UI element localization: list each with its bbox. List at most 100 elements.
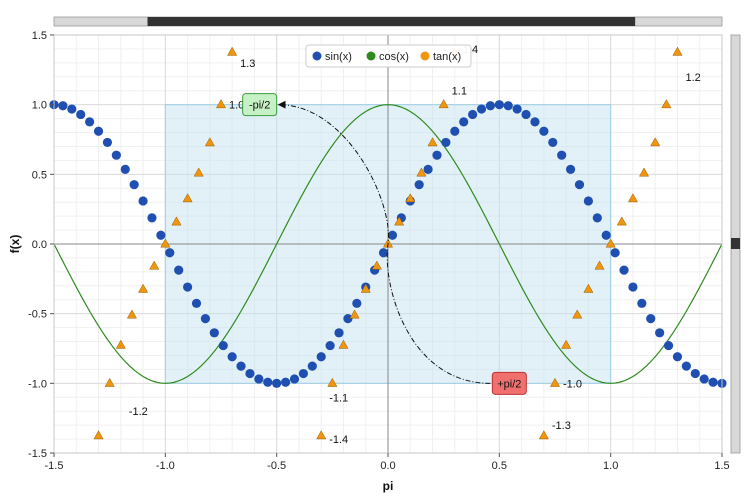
sin-point — [129, 180, 139, 190]
sin-point — [263, 377, 273, 387]
sin-point — [156, 230, 166, 240]
sin-point — [450, 126, 460, 136]
sin-point — [387, 230, 398, 240]
sin-point — [459, 117, 469, 127]
y-tick-label: -1.5 — [28, 448, 47, 460]
sin-point — [138, 196, 148, 206]
y-tick-label: 1.5 — [32, 30, 47, 42]
x-tick-label: 0.5 — [492, 460, 507, 472]
tan-point — [149, 260, 160, 270]
sin-point — [67, 104, 77, 114]
tan-point — [627, 193, 638, 203]
sin-point — [601, 230, 611, 240]
tan-point — [215, 99, 227, 109]
tan-data-label: -1.1 — [329, 392, 348, 404]
sin-point — [512, 104, 522, 114]
tan-point — [349, 309, 360, 319]
tan-point — [561, 339, 572, 349]
legend-box — [305, 44, 472, 68]
legend: sin(x) cos(x) tan(x) — [305, 44, 472, 68]
sin-point — [476, 104, 487, 114]
tan-data-label: -1.3 — [552, 420, 571, 432]
sin-point — [583, 196, 594, 206]
legend-item-tan[interactable]: tan(x) — [420, 51, 462, 63]
tan-point — [572, 309, 583, 319]
tan-point — [171, 216, 182, 226]
tan-point — [193, 167, 204, 177]
callout-connector — [277, 100, 491, 384]
tan-point — [639, 167, 650, 177]
sin-point — [619, 265, 629, 275]
sin-point — [503, 101, 513, 111]
sin-point — [521, 109, 531, 120]
sin-point — [414, 180, 424, 190]
sin-point — [485, 101, 496, 111]
tan-point — [126, 309, 137, 319]
y-scrollbar-handle[interactable] — [731, 238, 740, 249]
y-axis-ticks: -1.5 -1.0 -0.5 0.0 0.5 1.0 1.5 — [28, 30, 54, 460]
sin-point — [637, 298, 647, 308]
y-tick-label: -0.5 — [28, 309, 47, 321]
y-tick-label: 0.0 — [32, 239, 47, 251]
tan-point — [405, 193, 416, 203]
sin-point — [325, 340, 335, 351]
sin-point — [93, 126, 104, 136]
tan-point — [616, 216, 627, 226]
legend-item-sin[interactable]: sin(x) — [312, 51, 352, 63]
sin-point — [468, 109, 478, 120]
x-range-scrollbar[interactable] — [53, 16, 723, 27]
legend-cos-marker — [366, 51, 376, 61]
tan-point — [204, 137, 215, 147]
y-range-scrollbar[interactable] — [730, 34, 741, 454]
callout-minus-pi-2-label: -pi/2 — [249, 100, 270, 112]
tan-point — [438, 99, 449, 109]
x-scrollbar-thumb[interactable] — [147, 17, 636, 26]
sin-point — [165, 248, 175, 258]
callout-plus-pi-2-label: +pi/2 — [497, 378, 521, 390]
legend-sin-label: sin(x) — [325, 51, 352, 63]
sin-point — [663, 340, 674, 351]
tan-point — [360, 283, 371, 293]
sin-point — [423, 164, 433, 174]
sin-point — [111, 150, 121, 160]
sin-point — [289, 374, 300, 384]
sin-series — [49, 100, 727, 388]
sin-point — [565, 164, 576, 174]
sin-point — [557, 150, 567, 160]
sin-point — [298, 368, 308, 379]
sin-point — [530, 117, 540, 127]
cos-line — [53, 104, 723, 384]
sin-point — [628, 282, 638, 292]
sin-point — [539, 126, 549, 136]
sin-point — [494, 100, 504, 110]
sin-point — [120, 164, 130, 174]
sin-point — [655, 328, 665, 338]
callout-plus-pi-2-box — [491, 371, 527, 395]
tan-point — [182, 193, 193, 203]
legend-item-cos[interactable]: cos(x) — [366, 51, 409, 63]
callouts: -pi/2 +pi/2 — [242, 93, 527, 395]
tan-point — [316, 430, 327, 440]
sin-point — [441, 137, 451, 148]
tan-point — [594, 260, 605, 270]
sin-point — [316, 352, 326, 362]
sin-point — [209, 328, 219, 338]
legend-tan-marker — [420, 51, 430, 61]
sin-point — [245, 368, 255, 379]
tan-data-label: -1.4 — [329, 434, 348, 446]
sin-point — [280, 377, 291, 387]
sin-point — [690, 368, 700, 379]
tan-point — [93, 430, 104, 440]
x-axis-ticks: -1.5 -1.0 -0.5 0.0 0.5 1.0 1.5 — [45, 453, 730, 472]
sin-point — [76, 109, 86, 120]
sin-point — [272, 378, 282, 388]
tan-point — [371, 260, 382, 270]
x-axis-title: pi — [383, 479, 394, 493]
sin-point — [102, 137, 113, 148]
y-axis-title: f(x) — [8, 235, 22, 254]
x-tick-label: -1.5 — [45, 460, 64, 472]
tan-series — [93, 46, 683, 440]
y-tick-label: 0.5 — [32, 169, 47, 181]
callout-minus-pi-2-box — [242, 93, 278, 117]
